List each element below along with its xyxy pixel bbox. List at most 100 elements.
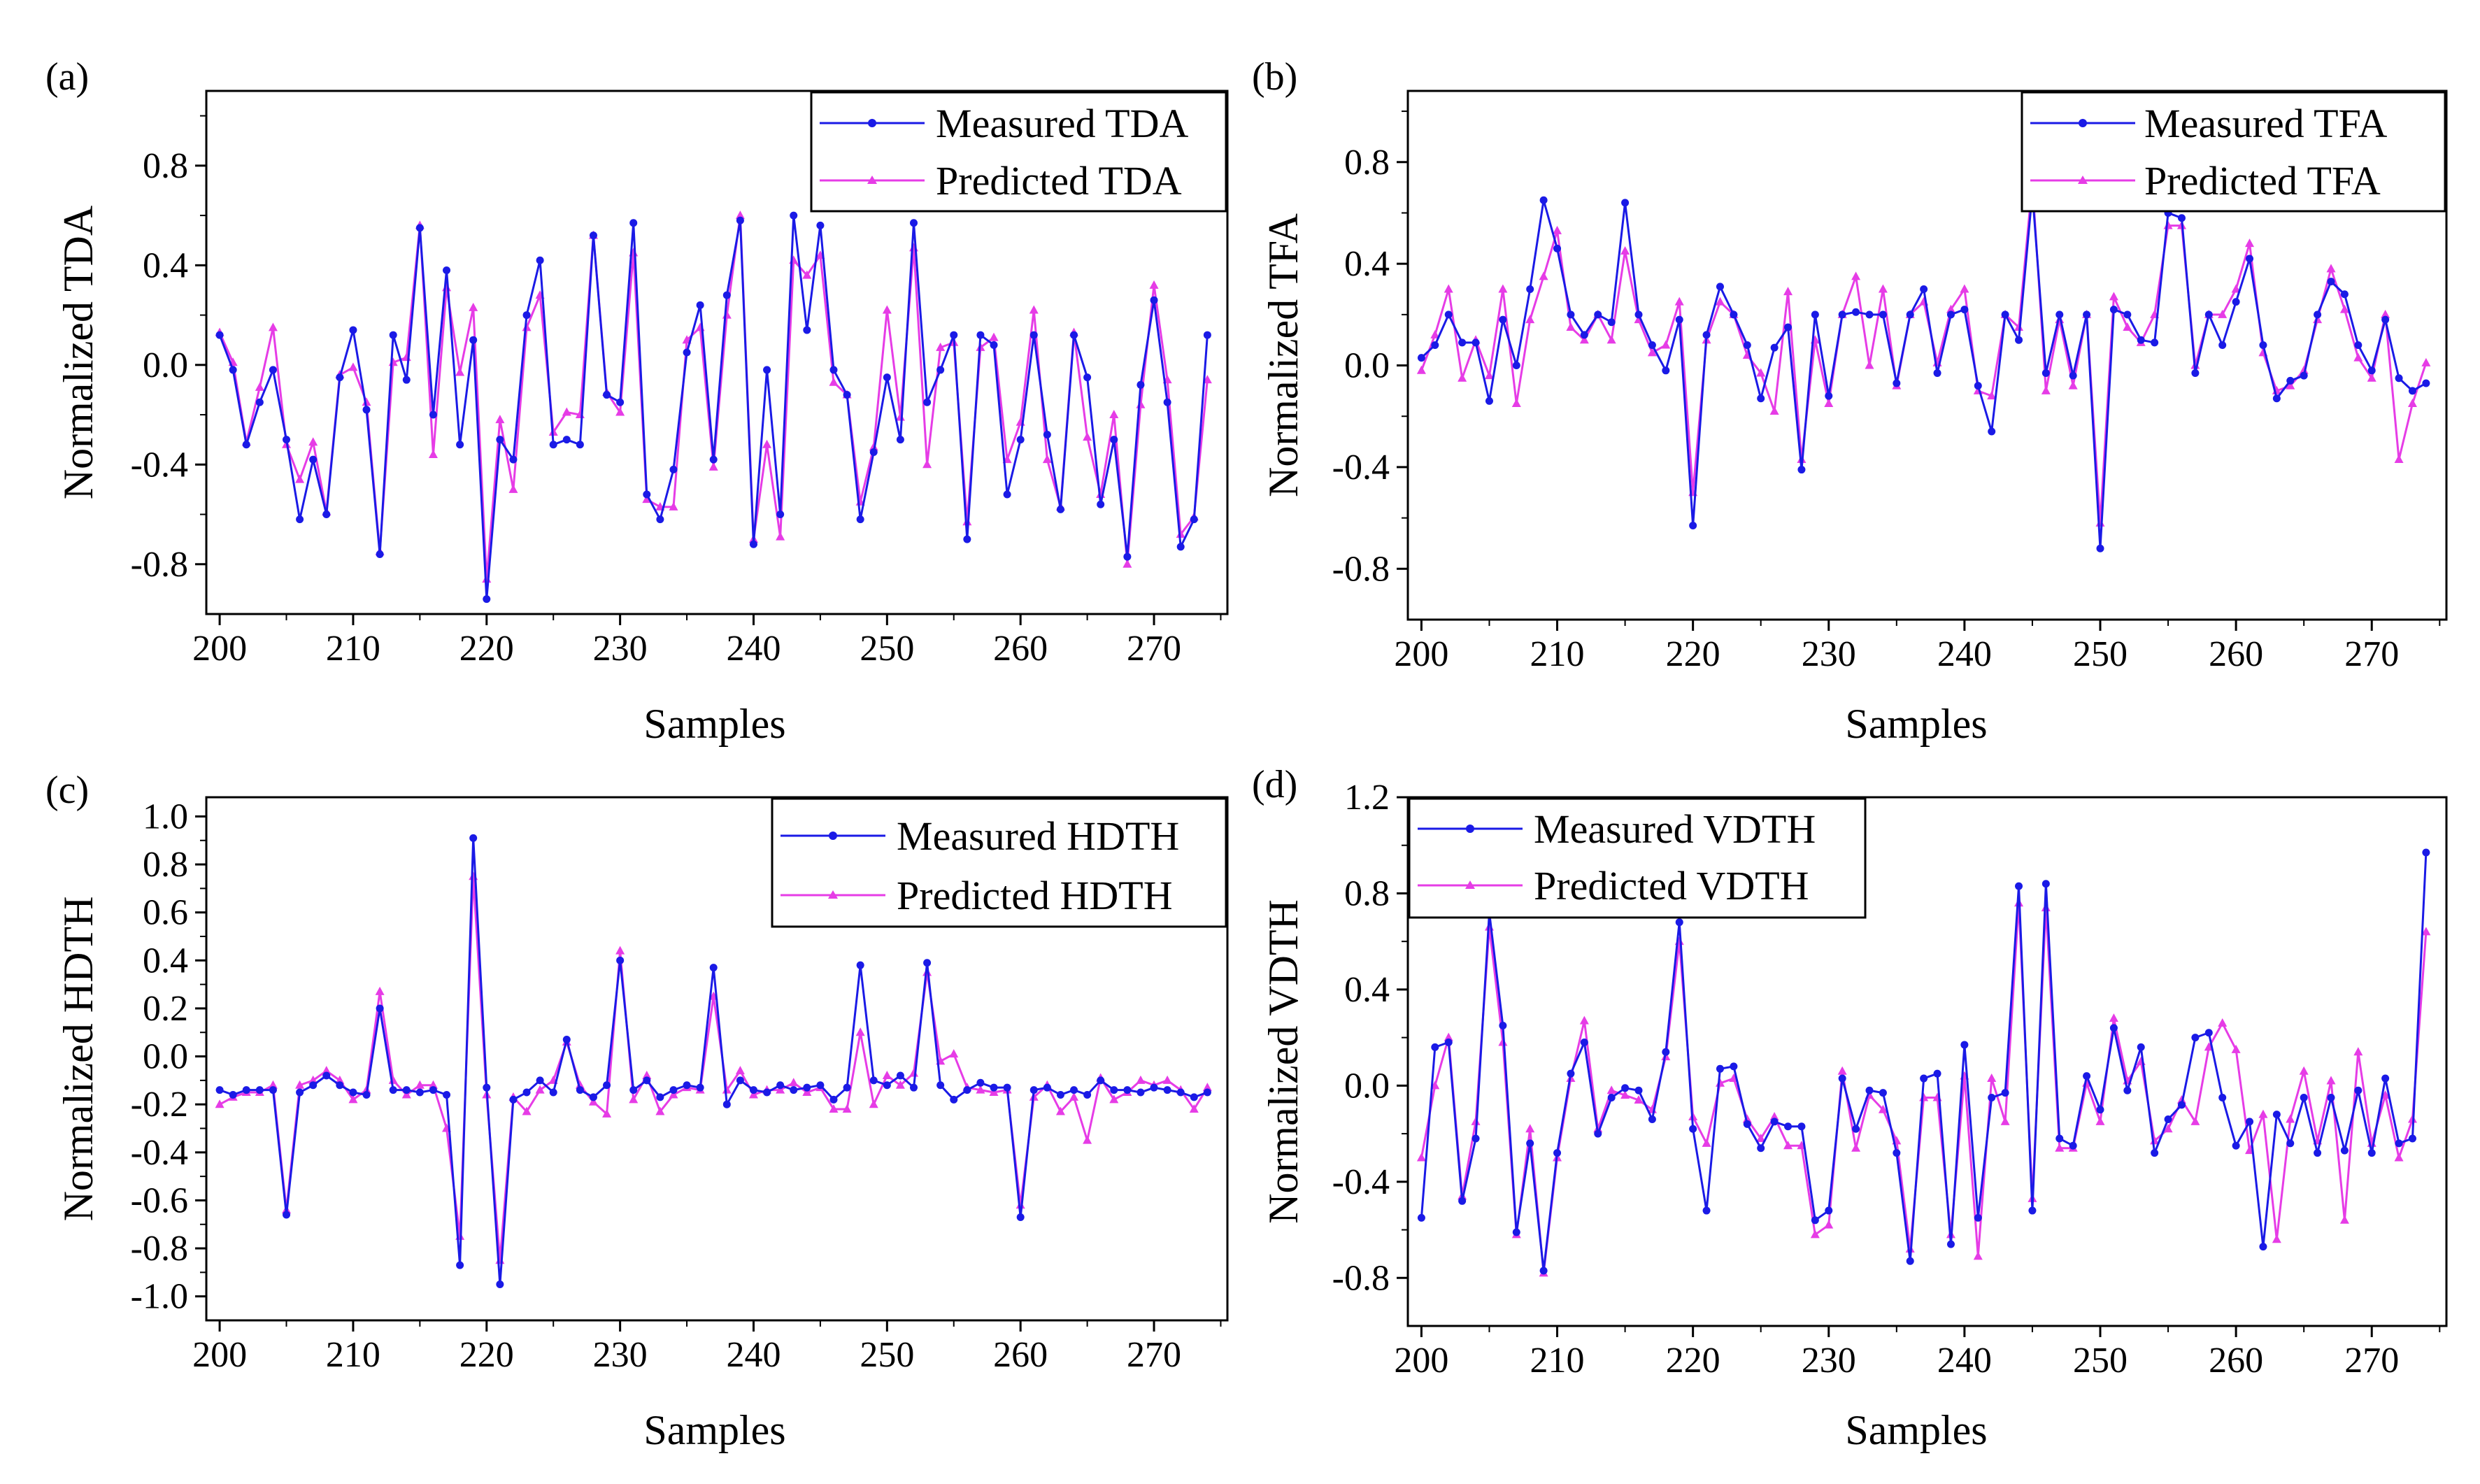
panel-c-predicted-point [1189, 1104, 1199, 1113]
panel-c-measured-point [829, 1095, 838, 1104]
panel-c-measured-point [1083, 1090, 1092, 1099]
panel-c-predicted-point [748, 1090, 758, 1099]
panel-b-measured-point [1444, 311, 1453, 319]
panel-a-measured-point [215, 331, 224, 339]
panel-d-predicted-point [1471, 1116, 1481, 1125]
panel-b-measured-point [1485, 397, 1493, 405]
panel-c-measured-point [923, 959, 932, 967]
panel-c-measured-point [589, 1093, 597, 1101]
panel-a-predicted-point [789, 255, 799, 264]
panel-c-y-tick-label: 0.2 [143, 989, 188, 1029]
panel-b-measured-point [1499, 315, 1507, 324]
panel-b-predicted-point [2407, 399, 2417, 408]
panel-b-measured-point [1988, 427, 1996, 436]
panel-a-predicted-point [829, 377, 839, 386]
panel-c-legend-measured-label: Measured HDTH [897, 813, 1179, 859]
panel-c-y-tick-label: 0.0 [143, 1037, 188, 1077]
panel-d-measured-point [1852, 1125, 1860, 1133]
panel-c-measured-point [1056, 1090, 1064, 1099]
panel-c-legend-predicted-marker [828, 890, 838, 899]
panel-d-measured-point [2123, 1086, 2132, 1094]
panel-d-measured-point [1417, 1213, 1425, 1222]
panel-a-predicted-point [1136, 399, 1146, 408]
panel-d-y-axis-title: Normalized VDTH [1260, 899, 1306, 1224]
panel-c-measured-point [1070, 1086, 1078, 1094]
panel-d-measured-point [2272, 1111, 2281, 1119]
panel-d-measured-point [2191, 1034, 2200, 1042]
panel-b-measured-point [2272, 394, 2281, 403]
panel-d-measured-point [1770, 1118, 1779, 1126]
panel-c-predicted-point [882, 1071, 892, 1080]
panel-d-x-tick-label-250: 250 [2073, 1341, 2128, 1380]
panel-d-x-tick-label-270: 270 [2344, 1341, 2399, 1380]
panel-d-measured-point [1675, 918, 1683, 927]
panel-c-predicted-point [842, 1104, 852, 1113]
panel-d-measured-point [1689, 1125, 1697, 1133]
panel-a-measured-point [923, 398, 932, 406]
panel-a-measured-point [749, 540, 757, 548]
panel-c-measured-point [629, 1086, 638, 1094]
panel-c-y-tick-label: 0.8 [143, 845, 188, 885]
panel-a-measured-point [883, 373, 891, 382]
panel-a-measured-point [255, 398, 264, 406]
panel-b-predicted-point [2095, 518, 2105, 527]
panel-c-measured-point [215, 1086, 224, 1094]
panel-c-measured-point [415, 1088, 424, 1097]
panel-c-predicted-point [976, 1085, 985, 1094]
panel-c-measured-point [362, 1090, 371, 1099]
panel-c-y-tick-label: 0.6 [143, 893, 188, 933]
panel-b-measured-point [2422, 379, 2430, 387]
panel-a-predicted-point [1029, 305, 1039, 314]
panel-c-predicted-point [535, 1085, 545, 1094]
panel-b-measured-point [2300, 371, 2308, 380]
panel-c-measured-point [309, 1081, 318, 1090]
panel-a-measured-point [429, 411, 437, 419]
panel-c-measured-point [763, 1088, 771, 1097]
panel-d-predicted-point [2394, 1153, 2404, 1162]
panel-b-measured-point [1607, 318, 1616, 327]
panel-c-series [215, 834, 1212, 1289]
panel-b-measured-point [1702, 331, 1711, 339]
panel-d-measured-point [1879, 1089, 1887, 1097]
panel-a: 200 210 220 230 240 250 260 270 -0.8 -0.4 0.0 0.4 0.… [45, 55, 1229, 747]
panel-a-measured-point [963, 535, 971, 543]
panel-b-predicted-point [1851, 271, 1861, 280]
panel-d-legend-measured-marker [1466, 825, 1474, 833]
panel-b-measured-point [2246, 255, 2254, 263]
panel-b-measured-point [2055, 311, 2064, 319]
panel-c-y-tick-label: -0.4 [131, 1133, 188, 1173]
panel-b-predicted-point [2353, 352, 2363, 362]
panel-c-x-tick-label-260: 260 [993, 1335, 1048, 1375]
panel-b-measured-point [2001, 311, 2009, 319]
panel-c-predicted-point [375, 986, 385, 995]
panel-b-label: (b) [1252, 55, 1297, 99]
panel-d-predicted-point [2326, 1076, 2336, 1085]
panel-d-measured-point [2137, 1043, 2145, 1051]
panel-a-label: (a) [45, 55, 89, 99]
panel-a-x-tick-label-200: 200 [192, 629, 247, 669]
panel-b-x-tick-label-210: 210 [1530, 634, 1585, 674]
panel-d-measured-point [2204, 1029, 2213, 1037]
panel-a-measured-point [1163, 398, 1171, 406]
panel-b-measured-point [1675, 315, 1683, 324]
panel-c-measured-point [1136, 1088, 1145, 1097]
panel-c-measured-point [483, 1083, 491, 1092]
panel-b-predicted-point [1783, 287, 1793, 296]
panel-a-measured-point [616, 398, 625, 406]
panel-c-measured-point [1190, 1093, 1198, 1101]
panel-b-measured-point [2069, 371, 2077, 380]
panel-c-predicted-point [855, 1027, 865, 1036]
panel-d-measured-point [1730, 1062, 1738, 1071]
panel-d-measured-point [2327, 1094, 2335, 1102]
panel-b-measured-point [2109, 306, 2118, 314]
panel-c-predicted-point [268, 1080, 278, 1089]
panel-b-measured-point [1743, 341, 1751, 349]
panel-a-predicted-point [268, 322, 278, 331]
panel-d-predicted-point [1498, 1037, 1508, 1046]
panel-b-x-tick-label-230: 230 [1802, 634, 1856, 674]
panel-c-predicted-point [401, 1090, 411, 1099]
panel-a-predicted-point [348, 362, 358, 371]
panel-b-predicted-point [2123, 322, 2132, 331]
panel-a-measured-point [469, 336, 478, 344]
panel-b-legend: Measured TFA Predicted TFA [2021, 91, 2446, 213]
